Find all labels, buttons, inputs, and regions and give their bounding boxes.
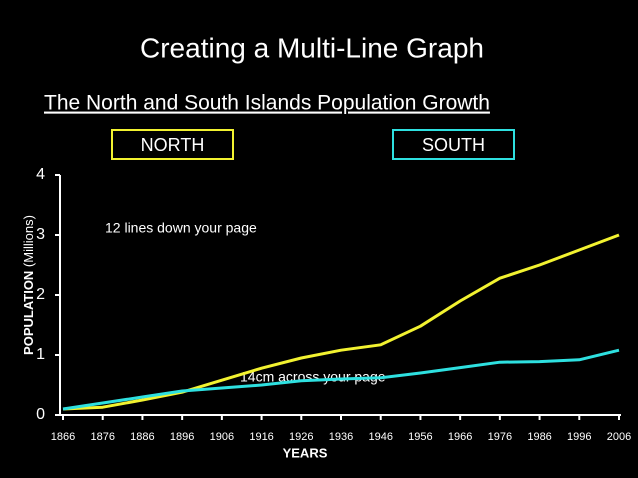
x-tick-label: 1986 bbox=[527, 431, 551, 443]
chart-subtitle: The North and South Islands Population G… bbox=[44, 92, 490, 115]
x-tick-label: 2006 bbox=[607, 431, 631, 443]
y-axis-label: POPULATION (Millions) bbox=[21, 215, 36, 355]
x-tick-label: 1896 bbox=[170, 431, 194, 443]
x-tick-label: 1866 bbox=[51, 431, 75, 443]
x-axis-label: YEARS bbox=[283, 445, 328, 460]
x-tick-label: 1976 bbox=[488, 431, 512, 443]
y-tick-label: 4 bbox=[36, 166, 45, 183]
x-tick-label: 1996 bbox=[567, 431, 591, 443]
x-tick-label: 1966 bbox=[448, 431, 472, 443]
x-tick-label: 1906 bbox=[210, 431, 234, 443]
x-tick-label: 1916 bbox=[249, 431, 273, 443]
legend-label: NORTH bbox=[141, 135, 205, 155]
x-tick-label: 1936 bbox=[329, 431, 353, 443]
x-tick-label: 1956 bbox=[408, 431, 432, 443]
annotation: 14cm across your page bbox=[240, 369, 386, 385]
annotation: 12 lines down your page bbox=[105, 220, 257, 236]
y-tick-label: 0 bbox=[36, 406, 45, 423]
y-tick-label: 2 bbox=[36, 286, 45, 303]
series-line bbox=[62, 348, 620, 411]
x-tick-label: 1876 bbox=[90, 431, 114, 443]
y-axis-label-main: POPULATION bbox=[21, 271, 36, 355]
x-tick-label: 1926 bbox=[289, 431, 313, 443]
x-tick-label: 1946 bbox=[368, 431, 392, 443]
y-tick-label: 3 bbox=[36, 226, 45, 243]
y-tick-label: 1 bbox=[36, 346, 45, 363]
legend-box bbox=[392, 129, 515, 160]
series-line bbox=[62, 233, 620, 411]
legend-box bbox=[111, 129, 234, 160]
x-tick-label: 1886 bbox=[130, 431, 154, 443]
y-axis-label-unit: (Millions) bbox=[21, 215, 36, 267]
slide-title: Creating a Multi-Line Graph bbox=[140, 32, 484, 63]
legend-label: SOUTH bbox=[422, 135, 485, 155]
